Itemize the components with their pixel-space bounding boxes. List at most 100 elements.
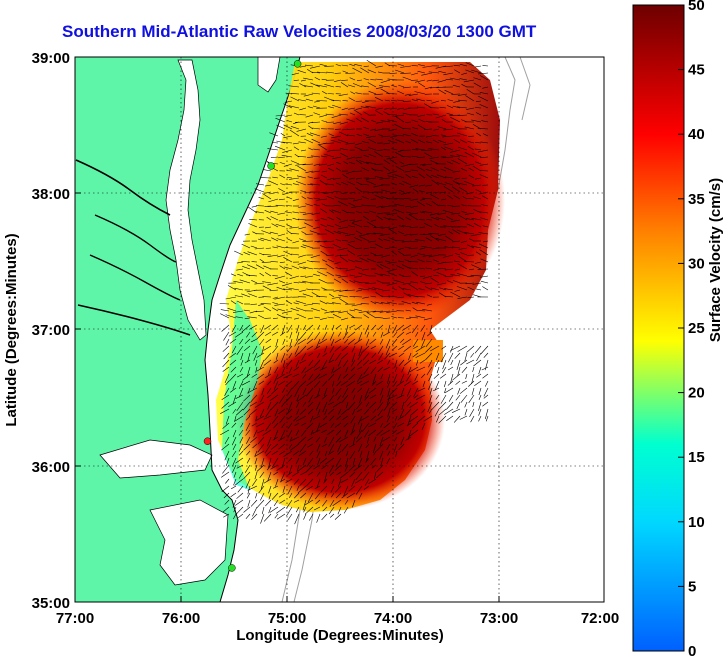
velocity-arrow <box>444 182 454 186</box>
velocity-arrow <box>469 238 475 242</box>
velocity-arrow <box>233 506 237 513</box>
velocity-arrow <box>378 134 384 137</box>
velocity-arrow <box>334 513 342 520</box>
velocity-arrow <box>264 443 272 454</box>
velocity-arrow <box>464 163 475 167</box>
velocity-arrow <box>423 415 433 422</box>
velocity-arrow <box>253 380 258 391</box>
velocity-arrow <box>284 183 293 186</box>
velocity-arrow <box>358 288 370 291</box>
velocity-arrow <box>349 112 356 116</box>
velocity-arrow <box>477 128 489 130</box>
velocity-arrow <box>386 156 398 160</box>
velocity-arrow <box>400 72 412 74</box>
velocity-arrow <box>465 95 475 102</box>
velocity-arrow <box>335 64 342 67</box>
velocity-arrow <box>417 156 426 158</box>
velocity-arrow <box>381 189 391 193</box>
velocity-arrow <box>286 177 293 179</box>
velocity-arrow <box>306 457 314 467</box>
velocity-arrow <box>348 225 356 228</box>
velocity-arrow <box>233 471 237 478</box>
velocity-arrow <box>374 254 384 257</box>
velocity-arrow <box>304 366 314 373</box>
velocity-arrow <box>300 246 307 249</box>
velocity-arrow <box>346 401 349 409</box>
velocity-arrow <box>222 464 230 474</box>
velocity-arrow <box>231 436 237 446</box>
velocity-arrow <box>276 124 286 130</box>
velocity-arrow <box>384 247 391 250</box>
velocity-arrow <box>428 373 433 382</box>
velocity-arrow <box>299 408 307 416</box>
velocity-arrow <box>261 506 265 515</box>
velocity-arrow <box>225 314 237 319</box>
velocity-arrow <box>373 226 384 229</box>
velocity-arrow <box>254 471 258 480</box>
velocity-arrow <box>361 167 370 172</box>
velocity-arrow <box>397 99 405 102</box>
velocity-arrow <box>328 133 335 137</box>
velocity-arrow <box>245 513 251 519</box>
velocity-arrow <box>316 478 321 488</box>
velocity-arrow <box>275 478 279 487</box>
velocity-arrow <box>376 149 384 151</box>
velocity-arrow <box>318 373 328 379</box>
velocity-arrow <box>389 72 398 74</box>
velocity-arrow <box>296 313 307 319</box>
velocity-arrow <box>357 387 363 393</box>
velocity-arrow <box>292 198 300 201</box>
velocity-arrow <box>307 408 314 415</box>
velocity-arrow <box>428 148 440 151</box>
velocity-arrow <box>289 168 300 172</box>
velocity-arrow <box>416 166 426 172</box>
velocity-arrow <box>219 303 230 305</box>
velocity-arrow <box>287 401 293 412</box>
velocity-arrow <box>393 373 398 383</box>
velocity-arrow <box>232 457 237 467</box>
velocity-arrow <box>404 359 412 366</box>
velocity-arrow <box>338 331 342 337</box>
velocity-arrow <box>328 293 335 298</box>
velocity-arrow <box>464 232 475 235</box>
velocity-arrow <box>337 373 342 381</box>
velocity-arrow <box>402 338 412 346</box>
velocity-arrow <box>310 415 314 423</box>
velocity-arrow <box>393 436 398 442</box>
velocity-arrow <box>436 174 447 179</box>
velocity-arrow <box>221 394 230 400</box>
velocity-arrow <box>458 146 468 151</box>
velocity-arrow <box>232 310 244 313</box>
velocity-arrow <box>238 387 244 398</box>
velocity-arrow <box>289 275 300 279</box>
velocity-arrow <box>398 247 405 250</box>
velocity-arrow <box>328 464 335 474</box>
velocity-arrow <box>467 244 475 249</box>
velocity-arrow <box>323 387 328 397</box>
velocity-arrow <box>262 193 272 200</box>
velocity-arrow <box>329 499 335 508</box>
velocity-arrow <box>335 436 342 443</box>
velocity-arrow <box>325 457 335 465</box>
velocity-arrow <box>243 394 251 402</box>
velocity-arrow <box>307 331 314 340</box>
velocity-arrow <box>333 204 342 207</box>
velocity-arrow <box>459 415 468 420</box>
velocity-arrow <box>407 415 412 426</box>
velocity-arrow <box>254 188 265 193</box>
velocity-arrow <box>341 443 349 452</box>
velocity-arrow <box>312 71 321 74</box>
velocity-arrow <box>267 254 279 257</box>
velocity-arrow <box>316 422 321 432</box>
velocity-arrow <box>432 113 440 116</box>
velocity-arrow <box>404 121 412 123</box>
velocity-arrow <box>485 408 489 420</box>
velocity-arrow <box>281 366 286 375</box>
velocity-arrow <box>472 366 475 372</box>
velocity-arrow <box>320 250 328 256</box>
velocity-arrow <box>404 380 412 387</box>
velocity-arrow <box>338 436 349 443</box>
velocity-arrow <box>244 233 251 236</box>
velocity-arrow <box>243 506 251 513</box>
velocity-arrow <box>471 264 482 270</box>
